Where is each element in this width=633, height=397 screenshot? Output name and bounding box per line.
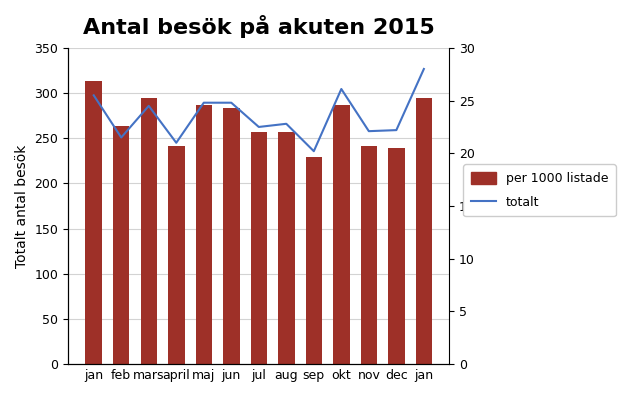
Bar (306, 157, 322, 364)
Bar (278, 132, 294, 364)
Bar (85, 81, 102, 364)
Bar (113, 127, 130, 364)
Bar (168, 146, 184, 364)
Bar (333, 105, 349, 364)
Bar (416, 98, 432, 364)
Bar (196, 105, 212, 364)
Legend: per 1000 listade, totalt: per 1000 listade, totalt (463, 164, 616, 216)
Y-axis label: Totalt antal besök: Totalt antal besök (15, 145, 29, 268)
Bar (388, 148, 404, 364)
Bar (223, 108, 239, 364)
Bar (141, 98, 157, 364)
Bar (251, 132, 267, 364)
Title: Antal besök på akuten 2015: Antal besök på akuten 2015 (83, 15, 435, 38)
Bar (361, 146, 377, 364)
